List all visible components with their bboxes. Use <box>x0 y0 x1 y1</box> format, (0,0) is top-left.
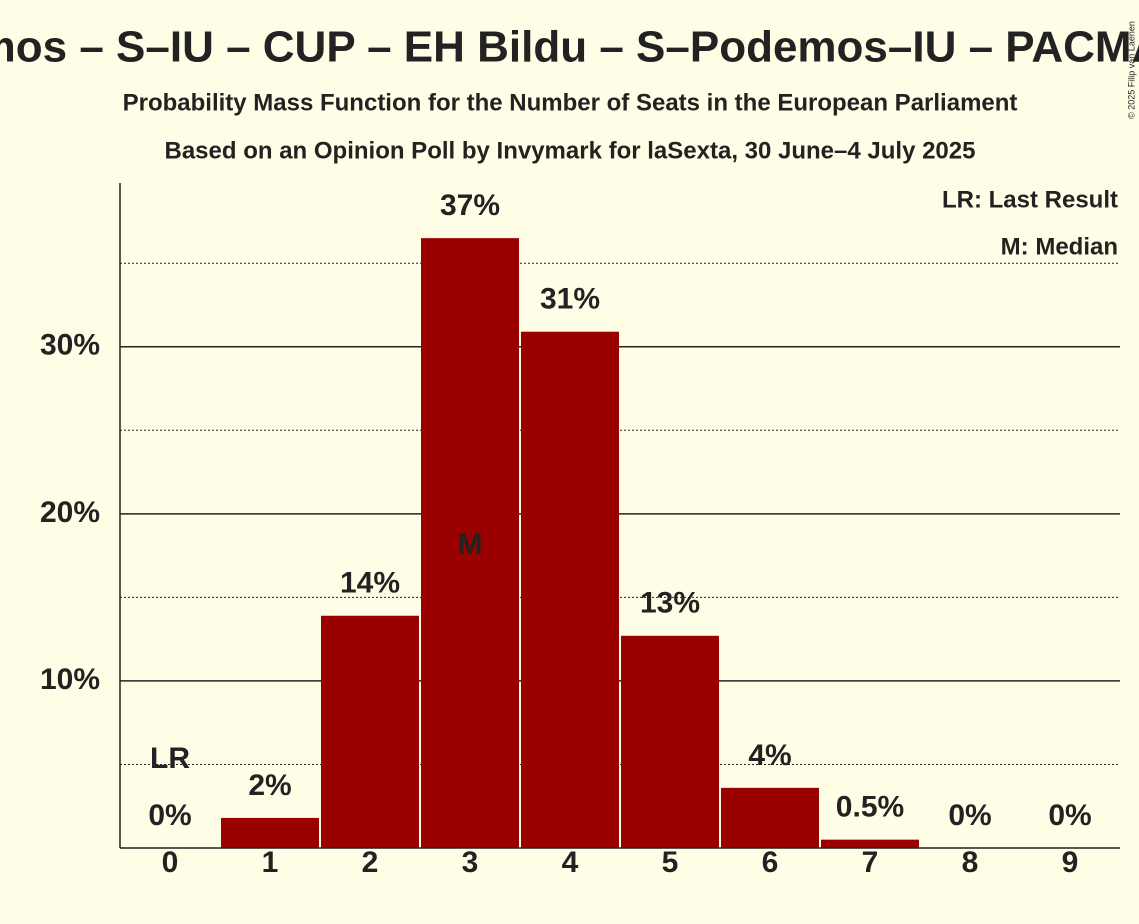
chart-subtitle: Based on an Opinion Poll by Invymark for… <box>165 137 976 164</box>
value-label: 14% <box>340 567 400 600</box>
y-tick-label: 30% <box>40 329 100 362</box>
value-label: 0% <box>148 799 191 832</box>
bar <box>621 635 719 848</box>
bar <box>321 615 419 848</box>
bar <box>421 238 519 848</box>
bar <box>821 839 919 848</box>
x-tick-label: 2 <box>362 846 379 879</box>
x-tick-label: 7 <box>862 846 879 879</box>
value-label: 0% <box>1048 799 1091 832</box>
value-label: 2% <box>248 769 291 802</box>
legend-entry: LR: Last Result <box>942 186 1118 213</box>
bar <box>721 787 819 848</box>
bar <box>521 331 619 848</box>
legend-entry: M: Median <box>1001 233 1118 260</box>
value-label: 0% <box>948 799 991 832</box>
value-label: 4% <box>748 739 791 772</box>
y-tick-label: 20% <box>40 496 100 529</box>
x-tick-label: 0 <box>162 846 179 879</box>
x-tick-label: 5 <box>662 846 679 879</box>
x-tick-label: 4 <box>562 846 579 879</box>
x-tick-label: 6 <box>762 846 779 879</box>
annotation: M <box>458 528 483 561</box>
value-label: 31% <box>540 283 600 316</box>
y-tick-label: 10% <box>40 663 100 696</box>
copyright: © 2025 Filip van Laenen <box>1126 21 1136 119</box>
x-tick-label: 3 <box>462 846 479 879</box>
value-label: 0.5% <box>836 791 904 824</box>
value-label: 37% <box>440 189 500 222</box>
x-tick-label: 9 <box>1062 846 1079 879</box>
x-tick-label: 8 <box>962 846 979 879</box>
bar <box>221 817 319 848</box>
value-label: 13% <box>640 587 700 620</box>
annotation: LR <box>150 742 190 775</box>
chart-title: mos – S–IU – CUP – EH Bildu – S–Podemos–… <box>0 23 1139 72</box>
chart-subtitle: Probability Mass Function for the Number… <box>123 89 1018 116</box>
x-tick-label: 1 <box>262 846 279 879</box>
